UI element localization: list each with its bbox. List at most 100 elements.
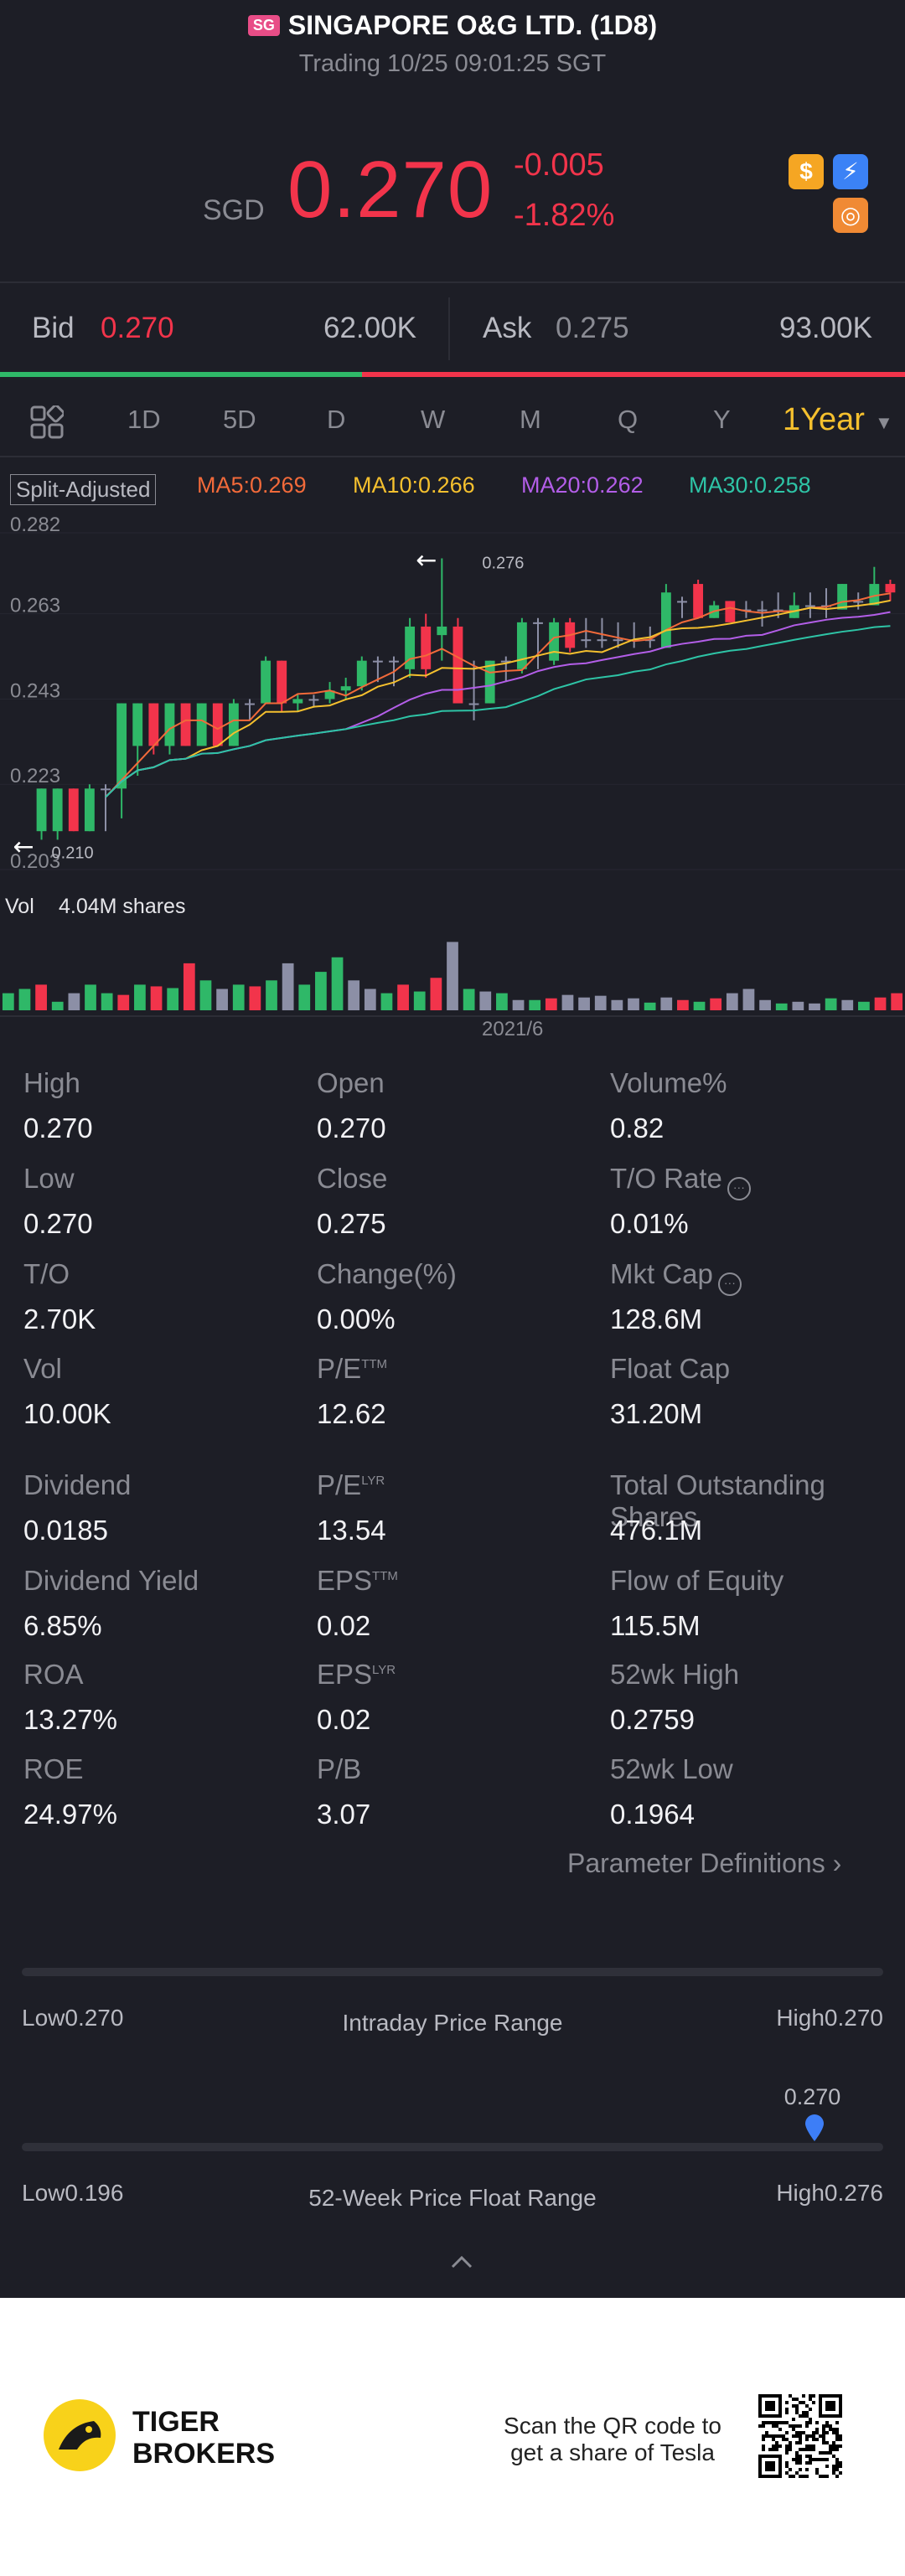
stat-label-high: High [23, 1067, 80, 1098]
price-chart[interactable]: 0.282 0.263 0.243 0.223 0.203 ← 0.276 ← 0.210 V… [0, 503, 905, 1039]
stat-label-close: Close [317, 1163, 388, 1194]
bid-strength-bar [0, 372, 362, 377]
tab-1year[interactable]: 1Year [783, 402, 865, 437]
volume-bar [117, 994, 130, 1010]
volume-bar [2, 993, 14, 1010]
volume-bar [578, 997, 590, 1010]
volume-bar [512, 999, 525, 1010]
parameter-definitions-link[interactable]: Parameter Definitions › [567, 1848, 841, 1879]
candle-body [196, 703, 207, 746]
volume-bar [628, 998, 639, 1010]
candle-body [500, 660, 511, 663]
tab-1d[interactable]: 1D [127, 405, 161, 434]
tab-week[interactable]: W [421, 405, 446, 434]
volume-bar [726, 993, 738, 1010]
info-dots-icon[interactable]: ··· [717, 1273, 742, 1296]
stat-value-high: 0.270 [23, 1112, 93, 1143]
candle-body [180, 703, 191, 746]
ask-volume: 93.00K [779, 312, 872, 344]
options-icon[interactable]: ◎ [833, 198, 868, 233]
flash-trade-icon[interactable]: ⚡ [833, 154, 868, 189]
share-footer [0, 2298, 905, 2576]
stat-value-float-cap: 31.20M [610, 1398, 703, 1429]
volume-bar [68, 993, 80, 1010]
ma30-label: MA30:0.258 [689, 472, 811, 498]
info-dots-icon[interactable]: ··· [727, 1177, 751, 1200]
arrow-left-icon: ← [416, 546, 437, 576]
chevron-up-icon[interactable] [449, 2253, 474, 2270]
candle-body [101, 788, 111, 791]
volume-bar [545, 998, 557, 1010]
tab-day[interactable]: D [327, 405, 346, 434]
volume-bar [183, 963, 195, 1010]
candle-body [36, 788, 47, 832]
52wk-range-bar [22, 2143, 883, 2151]
volume-bar [644, 1002, 656, 1010]
volume-bar [891, 993, 903, 1010]
volume-bar [809, 1003, 820, 1010]
volume-bar [298, 984, 311, 1010]
max-price-label: 0.276 [482, 555, 524, 573]
candle-body [484, 660, 495, 704]
ma10-label: MA10:0.266 [353, 472, 475, 498]
stat-value-total-outstanding-shares: 476.1M [610, 1515, 703, 1546]
candle-body [885, 584, 896, 593]
candle-body [356, 660, 367, 687]
divider [0, 456, 905, 457]
candle-body [116, 703, 127, 789]
split-adjusted-toggle[interactable]: Split-Adjusted [10, 474, 157, 505]
dollar-icon[interactable]: $ [789, 154, 824, 189]
tab-quarter[interactable]: Q [618, 405, 639, 434]
arrow-left-icon: ← [13, 832, 34, 861]
volume-bar [150, 986, 163, 1010]
intraday-title: Intraday Price Range [342, 2010, 563, 2036]
candle-body [84, 788, 95, 832]
candle-body [869, 584, 880, 606]
stat-value-52wk-low: 0.1964 [610, 1799, 695, 1830]
stat-value-p-b: 3.07 [317, 1799, 371, 1830]
stat-value-mkt-cap: 128.6M [610, 1303, 703, 1334]
volume-bar [496, 993, 508, 1010]
scan-text-line1: Scan the QR code to [504, 2413, 721, 2439]
y-tick-label: 0.223 [10, 765, 60, 787]
candle-body [245, 703, 255, 705]
candle-body [597, 639, 608, 642]
stat-label-vol: Vol [23, 1353, 62, 1384]
tab-month[interactable]: M [520, 405, 541, 434]
volume-bar [331, 957, 344, 1010]
stat-label-eps-lyr: EPSLYR [317, 1659, 396, 1690]
tab-year[interactable]: Y [713, 405, 731, 434]
stat-label-p-b: P/B [317, 1753, 362, 1784]
volume-bar [413, 991, 426, 1010]
stat-value-t-o: 2.70K [23, 1303, 96, 1334]
y-tick-label: 0.263 [10, 595, 60, 617]
stat-value-eps-ttm: 0.02 [317, 1610, 371, 1641]
tab-5d[interactable]: 5D [223, 405, 256, 434]
stock-name: SINGAPORE O&G LTD. (1D8) [287, 10, 658, 40]
candle-body [773, 609, 783, 612]
qr-code[interactable] [758, 2394, 842, 2478]
volume-bar [85, 984, 96, 1010]
last-price: 0.270 [287, 145, 494, 235]
stat-label-t-o: T/O [23, 1258, 70, 1289]
stat-value-volume: 0.82 [610, 1112, 665, 1143]
stat-label-eps-ttm: EPSTTM [317, 1565, 398, 1596]
stat-value-close: 0.275 [317, 1208, 386, 1239]
stat-label-dividend-yield: Dividend Yield [23, 1565, 199, 1596]
volume-bar [315, 972, 327, 1010]
grid-icon[interactable] [30, 405, 64, 439]
candle-body [516, 622, 527, 669]
ask-label: Ask [483, 312, 532, 344]
candle-body [68, 788, 79, 832]
candle-body [405, 626, 416, 669]
stat-value-dividend-yield: 6.85% [23, 1610, 102, 1641]
candle-body [437, 626, 447, 636]
y-tick-label: 0.243 [10, 679, 60, 702]
52wk-high: High0.276 [776, 2180, 883, 2206]
volume-bar [677, 999, 689, 1010]
currency-label: SGD [203, 194, 265, 226]
stat-label-p-e-lyr: P/ELYR [317, 1469, 385, 1500]
stat-label-open: Open [317, 1067, 385, 1098]
volume-bar [710, 998, 722, 1010]
caret-down-icon[interactable]: ▼ [875, 412, 893, 433]
